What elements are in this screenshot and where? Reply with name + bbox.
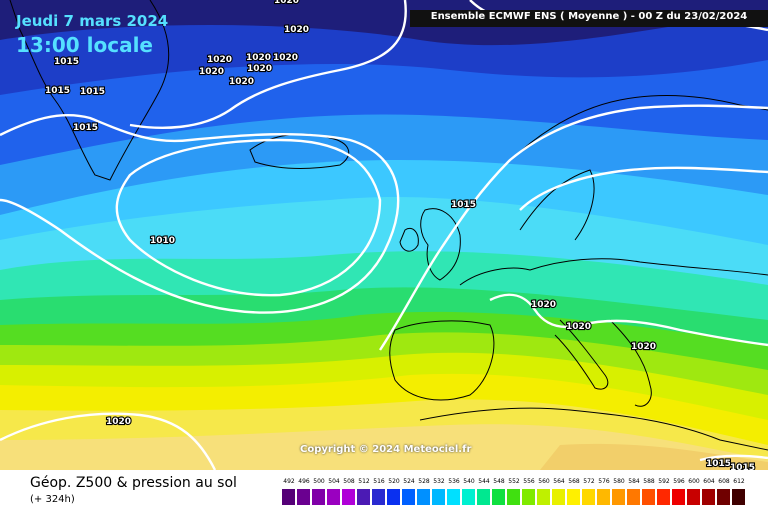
legend-swatch	[462, 489, 475, 505]
legend-swatch	[312, 489, 325, 505]
legend-label: 556	[523, 478, 535, 485]
legend-swatch	[732, 489, 745, 505]
legend-swatch	[372, 489, 385, 505]
legend-label: 544	[478, 478, 490, 485]
legend-label: 560	[538, 478, 550, 485]
legend-label: 516	[373, 478, 385, 485]
legend-swatch	[432, 489, 445, 505]
legend-swatch	[702, 489, 715, 505]
legend-label: 568	[568, 478, 580, 485]
legend-swatch	[327, 489, 340, 505]
legend-swatch	[282, 489, 295, 505]
isobar-label: 1015	[706, 459, 731, 469]
forecast-date: Jeudi 7 mars 2024	[16, 12, 169, 30]
isobar-label: 1015	[451, 200, 476, 210]
coastlines	[9, 0, 768, 451]
legend-label: 528	[418, 478, 430, 485]
isobars	[0, 0, 768, 470]
legend-label: 512	[358, 478, 370, 485]
map-canvas: 1020 1020 1015 1020 1020 1020 1020 1020 …	[0, 0, 768, 470]
legend-swatch	[417, 489, 430, 505]
legend-swatch	[492, 489, 505, 505]
isobar-label: 1020	[631, 342, 656, 352]
field-title: Géop. Z500 & pression au sol	[30, 475, 237, 491]
legend-swatch	[612, 489, 625, 505]
copyright-notice: Copyright © 2024 Meteociel.fr	[300, 444, 472, 455]
legend-swatch	[477, 489, 490, 505]
legend-label: 604	[703, 478, 715, 485]
isobar-label: 1020	[273, 53, 298, 63]
legend-label: 548	[493, 478, 505, 485]
legend-label: 572	[583, 478, 595, 485]
isobar-label: 1020	[199, 67, 224, 77]
isobar-label: 1015	[73, 123, 98, 133]
isobar-label: 1020	[274, 0, 299, 6]
legend-swatch	[522, 489, 535, 505]
legend-swatch	[627, 489, 640, 505]
legend-swatch	[597, 489, 610, 505]
legend-swatch	[552, 489, 565, 505]
forecast-local-time: 13:00 locale	[16, 33, 153, 57]
legend-label: 576	[598, 478, 610, 485]
legend-label: 564	[553, 478, 565, 485]
legend-swatch	[717, 489, 730, 505]
isobar-label: 1020	[207, 55, 232, 65]
map-footer: Géop. Z500 & pression au sol (+ 324h) 49…	[0, 470, 768, 512]
legend-label: 496	[298, 478, 310, 485]
legend-label: 552	[508, 478, 520, 485]
legend-swatch	[657, 489, 670, 505]
legend-label: 612	[733, 478, 745, 485]
isobar-label: 1010	[150, 236, 175, 246]
legend-label: 524	[403, 478, 415, 485]
legend-label: 532	[433, 478, 445, 485]
isobar-label: 1020	[566, 322, 591, 332]
legend-swatch	[447, 489, 460, 505]
legend-swatch	[297, 489, 310, 505]
isobar-label: 1020	[229, 77, 254, 87]
isobar-label: 1015	[45, 86, 70, 96]
legend-label: 592	[658, 478, 670, 485]
model-title: Ensemble ECMWF ENS ( Moyenne ) - 00 Z du…	[430, 11, 748, 22]
legend-swatch	[582, 489, 595, 505]
legend-swatch	[402, 489, 415, 505]
legend-label: 600	[688, 478, 700, 485]
isobar-label: 1015	[730, 463, 755, 470]
legend-label: 508	[343, 478, 355, 485]
isobar-label: 1020	[106, 417, 131, 427]
legend-swatch	[387, 489, 400, 505]
legend-label: 520	[388, 478, 400, 485]
isobar-label: 1020	[531, 300, 556, 310]
legend-swatch	[687, 489, 700, 505]
lead-time: (+ 324h)	[30, 494, 75, 505]
isobar-label: 1015	[54, 57, 79, 67]
legend-swatch	[342, 489, 355, 505]
legend-swatch	[567, 489, 580, 505]
model-title-band: Ensemble ECMWF ENS ( Moyenne ) - 00 Z du…	[410, 10, 768, 27]
isobar-label: 1020	[246, 53, 271, 63]
legend-label: 540	[463, 478, 475, 485]
legend-swatch	[507, 489, 520, 505]
isobar-labels: 1020 1020 1015 1020 1020 1020 1020 1020 …	[44, 0, 756, 470]
isobar-label: 1015	[80, 87, 105, 97]
legend-swatch	[357, 489, 370, 505]
legend-label: 608	[718, 478, 730, 485]
legend-label: 584	[628, 478, 640, 485]
legend-label: 580	[613, 478, 625, 485]
legend-label: 500	[313, 478, 325, 485]
legend-label: 492	[283, 478, 295, 485]
legend-swatch	[672, 489, 685, 505]
legend-label: 596	[673, 478, 685, 485]
band-585	[540, 443, 768, 470]
legend-swatch	[642, 489, 655, 505]
legend-label: 504	[328, 478, 340, 485]
legend-swatch	[537, 489, 550, 505]
isobar-label: 1020	[247, 64, 272, 74]
weather-map: 1020 1020 1015 1020 1020 1020 1020 1020 …	[0, 0, 768, 470]
isobar-label: 1020	[284, 25, 309, 35]
legend-label: 536	[448, 478, 460, 485]
legend-label: 588	[643, 478, 655, 485]
